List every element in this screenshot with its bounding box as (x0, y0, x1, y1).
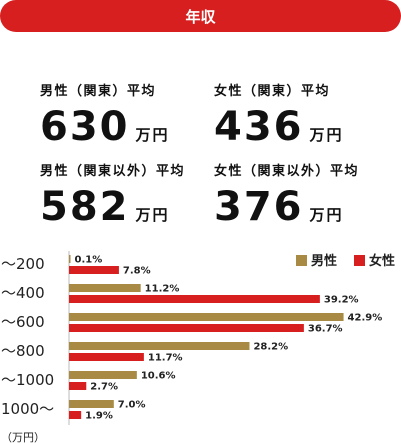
category-label: 〜1000 (1, 371, 54, 389)
value-label: 10.6% (141, 371, 176, 382)
bar-male (69, 342, 250, 350)
value-label: 7.8% (123, 266, 151, 277)
stat-value: 436 (214, 104, 304, 150)
category-label: 〜400 (1, 284, 45, 302)
value-label: 0.1% (75, 255, 103, 266)
value-label: 39.2% (324, 295, 359, 306)
legend-label: 男性 (311, 253, 337, 269)
stat-label: 男性（関東）平均 (40, 84, 157, 99)
category-label: 〜200 (1, 255, 45, 273)
stat-unit: 万円 (135, 126, 170, 144)
bar-female (69, 411, 82, 419)
bar-female (69, 295, 320, 303)
value-label: 28.2% (253, 342, 288, 353)
income-bar-chart: 〜200 0.1% 7.8% 〜400 11.2% 39.2% 〜600 42.9% 36.7%… (1, 251, 395, 443)
section-title: 年収 (185, 7, 216, 26)
bar-male (69, 371, 137, 379)
stat-label: 男性（関東以外）平均 (40, 164, 186, 179)
value-label: 36.7% (308, 324, 343, 335)
unit-note: （万円） (1, 431, 45, 443)
stat-male-kanto: 男性（関東）平均 630 万円 (40, 80, 170, 147)
value-label: 42.9% (348, 313, 383, 324)
bar-female (69, 353, 144, 361)
legend-label: 女性 (369, 253, 395, 269)
category-label: 1000〜 (1, 400, 54, 418)
legend-swatch-female (354, 255, 365, 266)
stat-female-kanto: 女性（関東）平均 436 万円 (214, 80, 344, 147)
value-label: 7.0% (118, 400, 146, 411)
stat-label: 女性（関東）平均 (214, 84, 331, 99)
stat-unit: 万円 (135, 206, 170, 224)
section-header: 年収 (0, 0, 401, 32)
bar-male (69, 284, 141, 292)
stat-value: 630 (40, 104, 130, 150)
category-label: 〜800 (1, 342, 45, 360)
bar-female (69, 324, 304, 332)
value-label: 11.7% (148, 353, 183, 364)
stat-unit: 万円 (309, 126, 344, 144)
bar-male (69, 313, 344, 321)
value-label: 1.9% (85, 411, 113, 422)
legend-swatch-male (296, 255, 307, 266)
stat-unit: 万円 (309, 206, 344, 224)
bar-male (69, 255, 71, 263)
bar-female (69, 382, 87, 390)
stat-male-outside-kanto: 男性（関東以外）平均 582 万円 (40, 160, 185, 227)
bar-male (69, 400, 114, 408)
stat-female-outside-kanto: 女性（関東以外）平均 376 万円 (214, 160, 359, 227)
category-label: 〜600 (1, 313, 45, 331)
value-label: 2.7% (90, 382, 118, 393)
stat-label: 女性（関東以外）平均 (214, 164, 360, 179)
value-label: 11.2% (145, 284, 180, 295)
stat-value: 582 (40, 184, 130, 230)
stat-value: 376 (214, 184, 304, 230)
bar-female (69, 266, 119, 274)
